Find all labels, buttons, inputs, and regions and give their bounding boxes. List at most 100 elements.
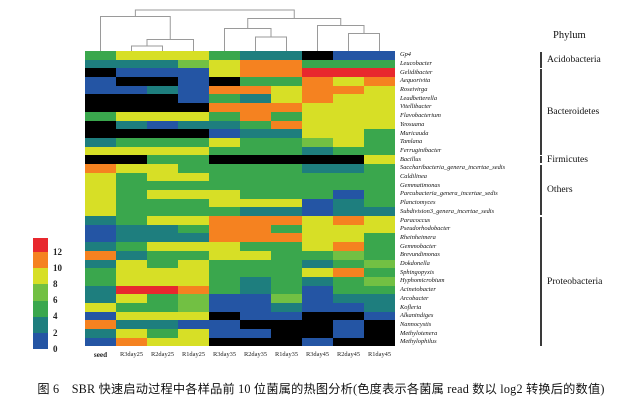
heatmap-cell [116, 94, 147, 104]
heatmap-cell [240, 259, 271, 269]
row-label-genus: Methylotenera [400, 329, 438, 337]
heatmap-cell [85, 224, 116, 234]
heatmap-cell [302, 85, 333, 95]
heatmap-cell [147, 120, 178, 130]
row-label-genus: Leadbetterella [400, 94, 438, 102]
heatmap-cell [333, 85, 364, 95]
heatmap-cell [178, 302, 209, 312]
heatmap-cell [209, 216, 240, 225]
heatmap-cell [364, 77, 395, 86]
heatmap-cell [302, 51, 333, 60]
heatmap-cell [209, 94, 240, 104]
heatmap-cell [364, 103, 395, 112]
row-label-genus: Brevundimonas [400, 251, 440, 259]
heatmap-cell [178, 329, 209, 338]
heatmap-cell [364, 146, 395, 156]
heatmap-cell [364, 155, 395, 164]
heatmap-cell [178, 137, 209, 147]
heatmap-cell [364, 68, 395, 78]
legend-colorbar [33, 238, 48, 350]
heatmap-cell [85, 172, 116, 182]
heatmap-cell [178, 250, 209, 260]
heatmap-cell [364, 94, 395, 104]
heatmap-cell [147, 51, 178, 60]
heatmap-cell [271, 190, 302, 199]
heatmap-cell [333, 268, 364, 277]
column-label-sample: R2day45 [336, 350, 361, 358]
heatmap-cell [178, 233, 209, 243]
heatmap-cell [209, 190, 240, 199]
legend-color-band [33, 238, 48, 252]
heatmap-cell [209, 181, 240, 190]
heatmap-cell [271, 77, 302, 86]
heatmap-cell [240, 268, 271, 277]
column-label-sample: R3day45 [305, 350, 330, 358]
heatmap-cell [178, 216, 209, 225]
heatmap-cell [116, 311, 147, 321]
heatmap-cell [116, 77, 147, 86]
heatmap-cell [85, 311, 116, 321]
phylum-bracket [540, 51, 542, 68]
phylum-label: Firmicutes [547, 153, 589, 165]
heatmap-cell [147, 172, 178, 182]
column-label-sample: R2day35 [243, 350, 268, 358]
heatmap-cell [209, 172, 240, 182]
heatmap-cell [85, 259, 116, 269]
heatmap-cell [271, 268, 302, 277]
phylum-label: Bacteroidetes [547, 105, 600, 117]
heatmap-cell [302, 302, 333, 312]
heatmap-cell [302, 268, 333, 277]
heatmap-cell [364, 224, 395, 234]
heatmap-cell [116, 285, 147, 295]
heatmap-cell [147, 311, 178, 321]
heatmap-cell [178, 294, 209, 303]
heatmap-cell [209, 103, 240, 112]
heatmap-cell [147, 216, 178, 225]
heatmap-cell [147, 59, 178, 69]
legend-tick-value: 2 [53, 327, 58, 338]
heatmap-cell [333, 190, 364, 199]
row-label-genus: Caldilinea [400, 173, 427, 180]
row-label-genus: Nannocystis [400, 320, 432, 328]
heatmap-cell [302, 285, 333, 295]
heatmap-cell [271, 242, 302, 251]
column-label-sample: R1day35 [274, 350, 299, 358]
heatmap-cell [147, 259, 178, 269]
heatmap-cell [240, 120, 271, 130]
heatmap-cell [85, 216, 116, 225]
legend-tick-value: 0 [53, 343, 58, 354]
heatmap-cell [209, 242, 240, 251]
heatmap-cell [178, 77, 209, 86]
heatmap-cell [240, 311, 271, 321]
heatmap-cell [240, 163, 271, 173]
row-label-genus: Arcobacter [400, 294, 429, 302]
heatmap-cell [364, 181, 395, 190]
heatmap-cell [364, 285, 395, 295]
heatmap-cell [302, 337, 333, 347]
heatmap-cell [85, 111, 116, 121]
heatmap-cell [302, 329, 333, 338]
heatmap-cell [364, 259, 395, 269]
heatmap-cell [85, 294, 116, 303]
heatmap-cell [178, 59, 209, 69]
heatmap-cell [116, 172, 147, 182]
heatmap-cell [85, 137, 116, 147]
heatmap-cell [333, 129, 364, 138]
heatmap-cell [364, 216, 395, 225]
heatmap-cell [271, 302, 302, 312]
heatmap-cell [85, 207, 116, 217]
heatmap-cell [85, 250, 116, 260]
heatmap-cell [178, 120, 209, 130]
heatmap-cell [85, 155, 116, 164]
heatmap-cell [271, 163, 302, 173]
heatmap-cell [209, 224, 240, 234]
heatmap-cell [116, 320, 147, 329]
heatmap-cell [178, 155, 209, 164]
heatmap-cell [271, 216, 302, 225]
heatmap-cell [209, 302, 240, 312]
heatmap-cell [178, 198, 209, 208]
heatmap-cell [271, 172, 302, 182]
heatmap-cell [333, 276, 364, 286]
row-label-genus: Saccharibacteria_genera_incertae_sedis [400, 164, 506, 172]
row-label-genus: Planctomyces [400, 199, 436, 207]
